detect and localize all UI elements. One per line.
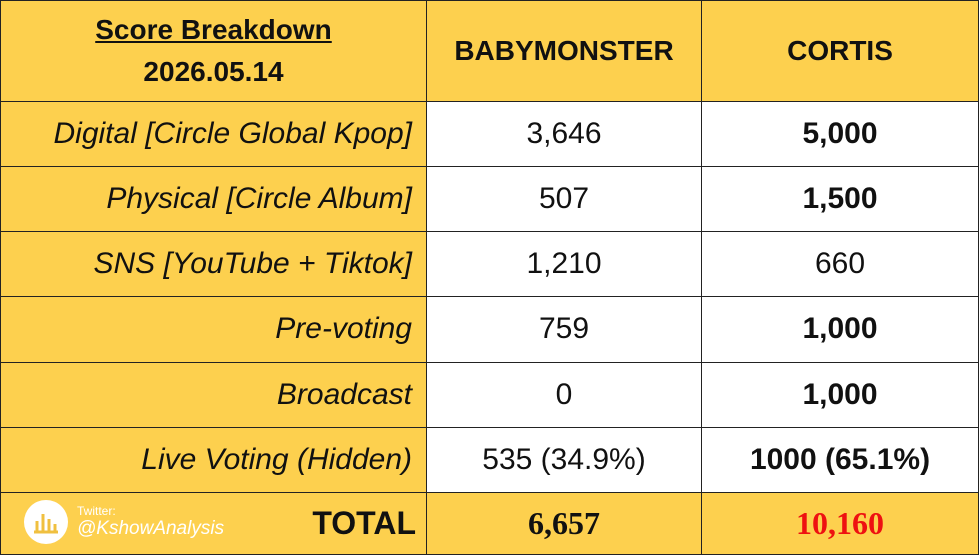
total-value: 10,160: [701, 491, 979, 555]
total-label: TOTAL: [312, 504, 416, 541]
cell: 1,210: [426, 231, 702, 298]
column-header: BABYMONSTER: [426, 0, 702, 102]
date: 2026.05.14: [143, 55, 284, 87]
total-label-cell: Twitter: @KshowAnalysis TOTAL: [0, 491, 427, 555]
row-label: Broadcast: [0, 361, 427, 428]
cell: 1000 (65.1%): [701, 426, 979, 493]
cell: 1,000: [701, 361, 979, 428]
cell: 5,000: [701, 100, 979, 167]
header-row: Score Breakdown 2026.05.14 BABYMONSTER C…: [0, 0, 979, 102]
watermark-handle: @KshowAnalysis: [77, 517, 225, 539]
cell: 0: [426, 361, 702, 428]
watermark-platform: Twitter:: [77, 503, 116, 518]
row: Live Voting (Hidden) 535 (34.9%) 1000 (6…: [0, 426, 979, 493]
row-label: Physical [Circle Album]: [0, 165, 427, 233]
cell: 507: [426, 165, 702, 233]
row-label: Digital [Circle Global Kpop]: [0, 100, 427, 167]
cell: 759: [426, 296, 702, 363]
row-label: SNS [YouTube + Tiktok]: [0, 231, 427, 298]
row: Pre-voting 759 1,000: [0, 296, 979, 363]
watermark: Twitter: @KshowAnalysis: [23, 499, 224, 545]
title: Score Breakdown: [95, 13, 332, 45]
total-value: 6,657: [426, 491, 702, 555]
row: Physical [Circle Album] 507 1,500: [0, 165, 979, 233]
cell: 1,500: [701, 165, 979, 233]
row: SNS [YouTube + Tiktok] 1,210 660: [0, 231, 979, 298]
cell: 3,646: [426, 100, 702, 167]
cell: 1,000: [701, 296, 979, 363]
row-label: Live Voting (Hidden): [0, 426, 427, 493]
total-row: Twitter: @KshowAnalysis TOTAL 6,657 10,1…: [0, 491, 979, 555]
watermark-icon: [24, 499, 68, 544]
row: Digital [Circle Global Kpop] 3,646 5,000: [0, 100, 979, 167]
title-cell: Score Breakdown 2026.05.14: [0, 0, 427, 102]
cell: 535 (34.9%): [426, 426, 702, 493]
cell: 660: [701, 231, 979, 298]
row-label: Pre-voting: [0, 296, 427, 363]
row: Broadcast 0 1,000: [0, 361, 979, 428]
column-header: CORTIS: [701, 0, 979, 102]
